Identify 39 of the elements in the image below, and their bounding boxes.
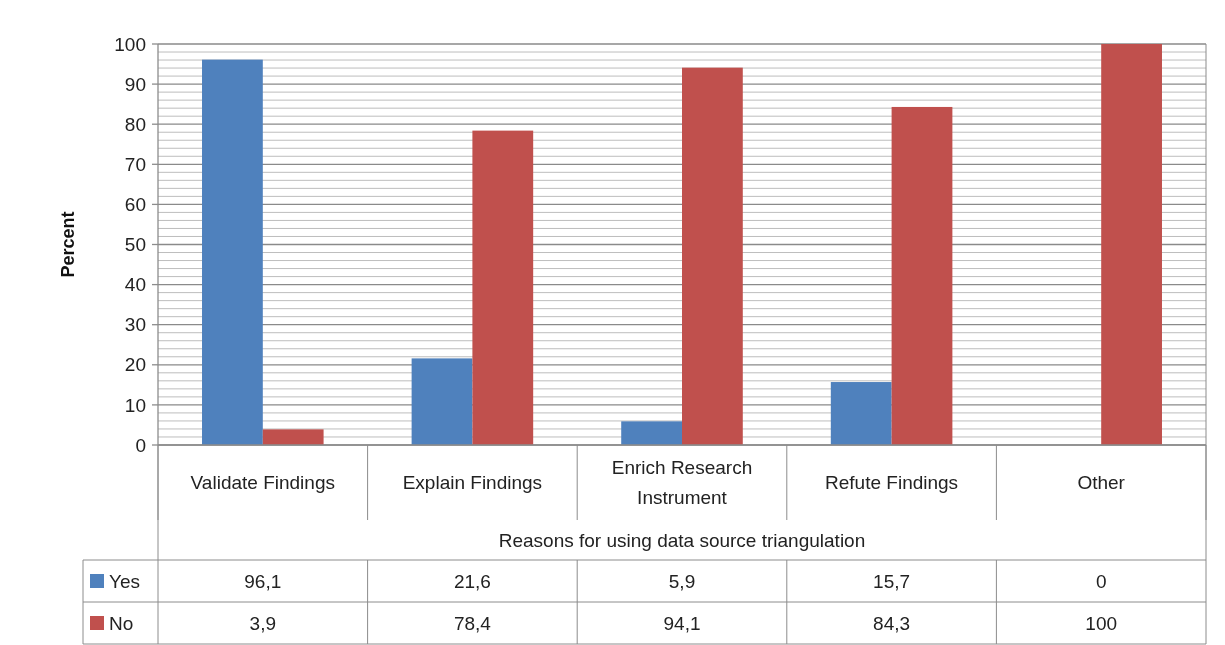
- bar: [202, 59, 263, 445]
- x-axis-title: Reasons for using data source triangulation: [498, 529, 866, 551]
- data-label: 78,4: [453, 612, 492, 634]
- legend-label: No: [109, 612, 134, 634]
- data-label: 100: [1085, 612, 1118, 634]
- y-tick-label: 100: [114, 33, 146, 55]
- bar: [830, 382, 892, 445]
- x-tick-label: Explain Findings: [402, 472, 543, 494]
- x-tick-label: Refute Findings: [825, 472, 959, 494]
- y-tick-label: 40: [124, 274, 146, 296]
- data-label: 15,7: [873, 570, 911, 592]
- y-tick-label: 70: [124, 153, 146, 175]
- bar: [262, 429, 324, 445]
- y-tick-label: 90: [124, 73, 146, 95]
- y-tick-label: 50: [124, 234, 146, 256]
- bar: [682, 67, 743, 445]
- data-label: 3,9: [249, 612, 277, 634]
- x-tick-label: Enrich Research Instrument: [611, 457, 753, 509]
- data-label: 96,1: [244, 570, 282, 592]
- legend-label: Yes: [109, 570, 140, 592]
- bar: [891, 106, 953, 445]
- data-label: 5,9: [668, 570, 696, 592]
- data-label: 21,6: [453, 570, 491, 592]
- data-label: 84,3: [873, 612, 911, 634]
- y-tick-label: 10: [124, 394, 146, 416]
- bar: [621, 421, 682, 445]
- bar: [472, 130, 534, 445]
- y-tick-label: 30: [124, 314, 146, 336]
- y-tick-label: 0: [135, 434, 146, 456]
- bar: [411, 358, 473, 445]
- y-tick-label: 20: [124, 354, 146, 376]
- y-tick-label: 80: [124, 113, 146, 135]
- data-label: 94,1: [663, 612, 701, 634]
- x-tick-label: Validate Findings: [190, 472, 335, 494]
- data-label: 0: [1095, 570, 1107, 592]
- x-tick-label: Other: [1077, 472, 1126, 494]
- y-axis-title: Percent: [58, 211, 78, 278]
- bar: [1101, 44, 1162, 445]
- y-tick-label: 60: [124, 194, 146, 216]
